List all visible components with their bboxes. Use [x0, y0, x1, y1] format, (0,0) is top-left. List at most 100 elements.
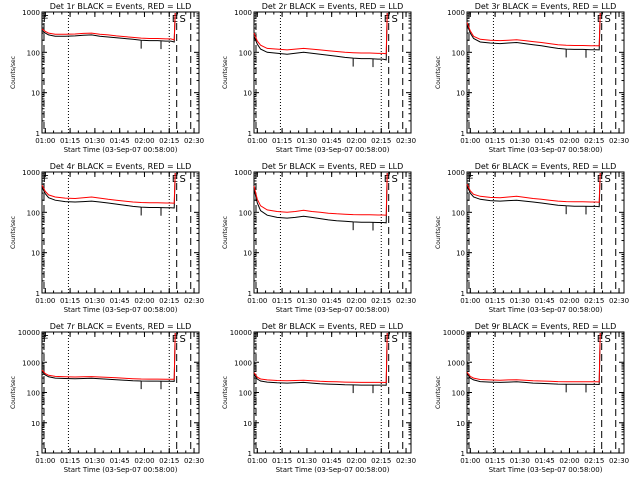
x-tick-label: 01:15	[60, 297, 80, 305]
x-tick-label: 01:00	[460, 457, 480, 465]
x-axis-label: Start Time (03-Sep-07 00:58:00)	[64, 146, 178, 154]
y-tick-label: 100	[239, 209, 252, 217]
x-tick-label: 01:45	[322, 457, 342, 465]
marker-F: F	[468, 174, 474, 185]
y-tick-label: 1	[461, 290, 465, 298]
x-tick-label: 01:30	[297, 297, 317, 305]
panel-title: Det 3r BLACK = Events, RED = LLD	[475, 2, 617, 11]
events-series-line	[466, 12, 601, 51]
y-tick-label: 100	[239, 390, 252, 398]
y-tick-label: 1	[36, 450, 40, 458]
y-tick-label: 100	[27, 209, 40, 217]
x-tick-label: 01:30	[85, 297, 105, 305]
marker-S: S	[179, 174, 185, 185]
x-tick-label: 01:15	[485, 457, 505, 465]
x-tick-label: 02:15	[371, 297, 391, 305]
x-tick-label: 02:00	[346, 137, 366, 145]
events-series-line	[41, 12, 176, 43]
x-tick-label: 01:30	[297, 457, 317, 465]
y-tick-label: 100	[452, 390, 465, 398]
y-tick-label: 1	[248, 130, 252, 138]
y-tick-label: 1000	[22, 359, 40, 367]
x-tick-label: 02:30	[184, 297, 204, 305]
events-series-line	[253, 12, 388, 61]
x-tick-label: 02:00	[134, 137, 154, 145]
lld-series-line	[41, 332, 176, 380]
y-tick-label: 10	[31, 90, 40, 98]
plot-frame	[41, 171, 200, 294]
y-tick-label: 10	[456, 90, 465, 98]
x-tick-label: 02:00	[346, 457, 366, 465]
y-axis-label: Counts/sec	[10, 56, 17, 89]
x-axis-label: Start Time (03-Sep-07 00:58:00)	[276, 146, 390, 154]
x-axis-label: Start Time (03-Sep-07 00:58:00)	[489, 146, 603, 154]
y-tick-label: 10	[243, 420, 252, 428]
x-tick-label: 02:15	[371, 137, 391, 145]
plot-frame	[466, 11, 625, 134]
x-tick-label: 01:15	[272, 297, 292, 305]
x-tick-label: 02:15	[159, 457, 179, 465]
marker-S: S	[604, 14, 610, 25]
marker-S: S	[604, 334, 610, 345]
y-axis-label: Counts/sec	[435, 376, 442, 409]
lld-series-line	[466, 12, 601, 47]
events-series-line	[253, 332, 388, 386]
y-tick-label: 100	[27, 390, 40, 398]
x-tick-label: 02:00	[559, 457, 579, 465]
marker-S: S	[391, 14, 397, 25]
events-series-line	[466, 332, 601, 386]
y-tick-label: 1000	[447, 169, 465, 177]
panel-title: Det 4r BLACK = Events, RED = LLD	[50, 162, 192, 171]
x-tick-label: 01:00	[247, 297, 267, 305]
y-tick-label: 1000	[447, 9, 465, 17]
x-tick-label: 01:00	[460, 137, 480, 145]
marker-S: S	[179, 334, 185, 345]
x-tick-label: 02:15	[371, 457, 391, 465]
y-tick-label: 1	[461, 130, 465, 138]
marker-F: F	[43, 174, 49, 185]
x-tick-label: 01:30	[85, 137, 105, 145]
lld-series-line	[253, 332, 388, 384]
marker-F: F	[43, 14, 49, 25]
x-tick-label: 01:00	[460, 297, 480, 305]
lld-series-line	[466, 332, 601, 383]
x-tick-label: 02:00	[559, 137, 579, 145]
y-tick-label: 1000	[234, 359, 252, 367]
plot-frame	[253, 331, 412, 454]
x-tick-label: 01:15	[272, 137, 292, 145]
x-axis-label: Start Time (03-Sep-07 00:58:00)	[64, 466, 178, 474]
marker-S: S	[391, 174, 397, 185]
y-tick-label: 1000	[22, 169, 40, 177]
x-tick-label: 01:30	[510, 137, 530, 145]
x-tick-label: 02:15	[584, 137, 604, 145]
y-tick-label: 10	[243, 250, 252, 258]
x-tick-label: 02:15	[584, 457, 604, 465]
x-tick-label: 01:00	[247, 457, 267, 465]
x-tick-label: 02:15	[159, 297, 179, 305]
x-axis-label: Start Time (03-Sep-07 00:58:00)	[276, 466, 390, 474]
y-tick-label: 1000	[22, 9, 40, 17]
lld-series-line	[41, 12, 176, 41]
x-tick-label: 02:00	[134, 457, 154, 465]
x-axis-label: Start Time (03-Sep-07 00:58:00)	[64, 306, 178, 314]
x-tick-label: 02:30	[396, 137, 416, 145]
y-tick-label: 1	[36, 290, 40, 298]
x-axis-label: Start Time (03-Sep-07 00:58:00)	[489, 466, 603, 474]
lld-series-line	[466, 172, 601, 203]
x-tick-label: 01:30	[510, 297, 530, 305]
lld-series-line	[253, 12, 388, 55]
y-axis-label: Counts/sec	[222, 216, 229, 249]
x-tick-label: 01:45	[535, 457, 555, 465]
plot-frame	[41, 11, 200, 134]
y-tick-label: 100	[452, 209, 465, 217]
x-tick-label: 01:15	[485, 137, 505, 145]
marker-F: F	[43, 334, 49, 345]
x-tick-label: 02:30	[609, 297, 629, 305]
y-tick-label: 1000	[447, 359, 465, 367]
x-tick-label: 01:30	[297, 137, 317, 145]
events-series-line	[41, 332, 176, 382]
y-tick-label: 100	[452, 49, 465, 57]
x-tick-label: 01:30	[85, 457, 105, 465]
x-tick-label: 02:00	[346, 297, 366, 305]
x-tick-label: 01:15	[60, 457, 80, 465]
